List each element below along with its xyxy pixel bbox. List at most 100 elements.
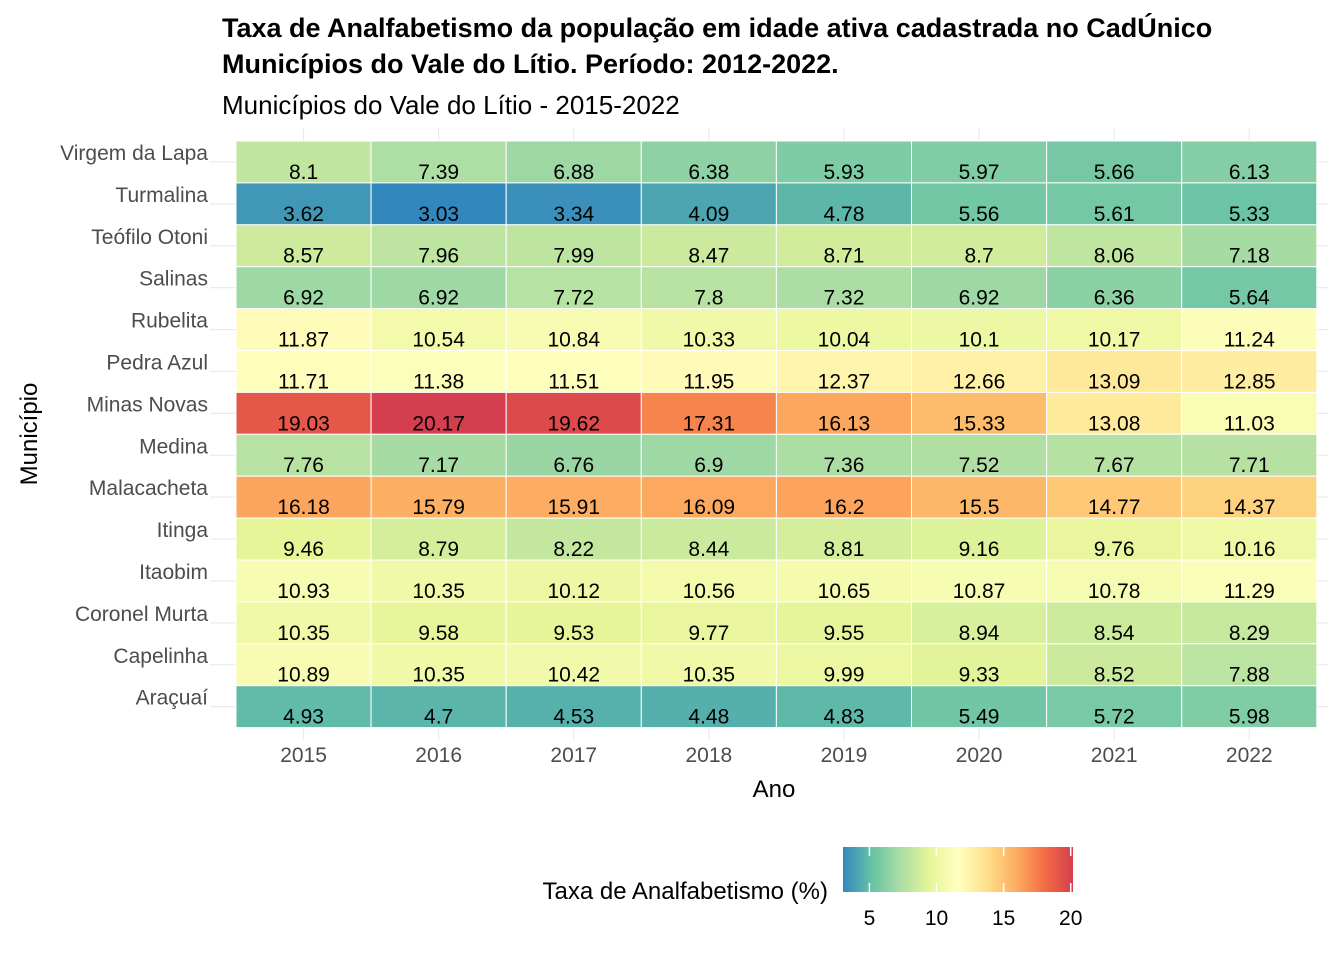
cell-value-label: 8.81	[824, 538, 865, 561]
heatmap-cell	[775, 685, 913, 729]
heatmap-cell	[505, 266, 642, 310]
x-tick-label: 2016	[415, 744, 462, 767]
legend-tick-label: 5	[864, 907, 876, 930]
cell-value-label: 15.33	[953, 412, 1006, 435]
heatmap-cell	[640, 140, 777, 184]
cell-value-label: 15.91	[547, 496, 600, 519]
cell-value-label: 11.95	[683, 370, 734, 393]
y-tick-label: Araçuaí	[136, 687, 209, 710]
heatmap-cell	[640, 601, 777, 645]
heatmap-cell	[235, 433, 372, 477]
heatmap-cell	[1046, 182, 1183, 226]
cell-value-label: 6.38	[688, 161, 729, 184]
heatmap-cell	[911, 475, 1048, 519]
heatmap-cell	[1046, 517, 1183, 561]
heatmap-cell	[640, 350, 777, 393]
cell-value-label: 7.99	[553, 245, 594, 268]
heatmap-cell	[640, 475, 777, 519]
legend-tick-label: 10	[925, 907, 948, 930]
cell-value-label: 8.29	[1229, 622, 1270, 645]
y-tick-label: Rubelita	[131, 310, 208, 333]
cell-value-label: 10.35	[412, 580, 465, 603]
heatmap-cell	[640, 266, 777, 310]
cell-value-label: 8.54	[1094, 622, 1135, 645]
cell-value-label: 20.17	[412, 412, 465, 435]
y-tick-label: Virgem da Lapa	[60, 142, 208, 165]
cell-value-label: 4.93	[283, 706, 324, 729]
heatmap-cell	[640, 433, 777, 477]
heatmap-cell	[1046, 350, 1183, 393]
chart-title-line2: Municípios do Vale do Lítio. Período: 20…	[222, 49, 839, 79]
cell-value-label: 16.18	[277, 496, 330, 519]
cell-value-label: 10.65	[818, 580, 871, 603]
cell-value-label: 10.93	[277, 580, 330, 603]
cell-value-label: 7.71	[1229, 454, 1270, 477]
heatmap-cell	[640, 559, 777, 603]
heatmap-cell	[370, 685, 507, 729]
cell-value-label: 10.12	[547, 580, 600, 603]
cell-value-label: 9.77	[688, 622, 729, 645]
y-tick-label: Itaobim	[139, 561, 208, 584]
heatmap-cell	[505, 559, 642, 603]
x-axis-ticks: 2015 2016 2017 2018 2019 2020 2021 2022	[280, 744, 1272, 767]
cell-value-label: 9.55	[824, 622, 865, 645]
cell-value-label: 6.92	[418, 287, 459, 310]
x-tick-label: 2018	[685, 744, 732, 767]
heatmap-cell	[370, 350, 507, 393]
heatmap-cell	[640, 391, 777, 435]
cell-value-label: 4.7	[424, 706, 453, 729]
heatmap-cell	[235, 559, 372, 603]
heatmap-cell	[235, 685, 372, 729]
x-tick-label: 2017	[550, 744, 597, 767]
cell-value-label: 16.13	[818, 412, 871, 435]
heatmap-cell	[775, 433, 913, 477]
legend-tick-label: 20	[1059, 907, 1082, 930]
cell-value-label: 5.33	[1229, 203, 1270, 226]
cell-value-label: 10.56	[683, 580, 736, 603]
y-tick-label: Itinga	[157, 519, 209, 542]
heatmap-cell	[775, 559, 913, 603]
heatmap-cell	[370, 182, 507, 226]
legend-title: Taxa de Analfabetismo (%)	[543, 878, 828, 905]
y-tick-label: Minas Novas	[87, 393, 208, 416]
cell-value-label: 10.87	[953, 580, 1006, 603]
heatmap-cell	[911, 140, 1048, 184]
cell-value-label: 9.16	[959, 538, 1000, 561]
cell-value-label: 6.92	[959, 287, 1000, 310]
heatmap-cell	[1046, 433, 1183, 477]
x-tick-label: 2022	[1226, 744, 1273, 767]
x-tick-label: 2019	[821, 744, 868, 767]
heatmap-cell	[505, 517, 642, 561]
cell-value-label: 10.42	[547, 664, 600, 687]
cell-value-label: 16.09	[683, 496, 736, 519]
heatmap-cell	[1181, 475, 1318, 519]
heatmap-cell	[1046, 266, 1183, 310]
heatmap-cell	[1181, 224, 1318, 268]
heatmap-cell	[775, 224, 913, 268]
y-axis-ticks: Virgem da Lapa Turmalina Teófilo Otoni Sali…	[60, 142, 208, 710]
cell-value-label: 7.39	[418, 161, 459, 184]
cell-value-label: 11.87	[278, 329, 329, 352]
cell-value-label: 14.77	[1088, 496, 1141, 519]
heatmap-cell	[775, 643, 913, 687]
heatmap-cell	[1181, 517, 1318, 561]
heatmap-cell	[640, 182, 777, 226]
legend-tick-label: 15	[992, 907, 1015, 930]
heatmap-cell	[911, 685, 1048, 729]
cell-value-label: 10.84	[547, 329, 600, 352]
y-tick-label: Teófilo Otoni	[91, 226, 208, 249]
cell-value-label: 16.2	[824, 496, 865, 519]
y-tick-label: Salinas	[139, 268, 208, 291]
cell-value-label: 9.99	[824, 664, 865, 687]
cell-labels: 8.1 7.39 6.88 6.38 5.93 5.97 5.66 6.13 3.62 3.03 3…	[277, 161, 1275, 729]
cell-value-label: 10.54	[412, 329, 465, 352]
cell-value-label: 10.35	[683, 664, 736, 687]
cell-value-label: 11.51	[548, 370, 599, 393]
cell-value-label: 19.03	[277, 412, 330, 435]
cell-value-label: 10.78	[1088, 580, 1141, 603]
heatmap-cell	[911, 224, 1048, 268]
cell-value-label: 17.31	[683, 412, 736, 435]
heatmap-cell	[370, 224, 507, 268]
heatmap-cell	[370, 391, 507, 435]
